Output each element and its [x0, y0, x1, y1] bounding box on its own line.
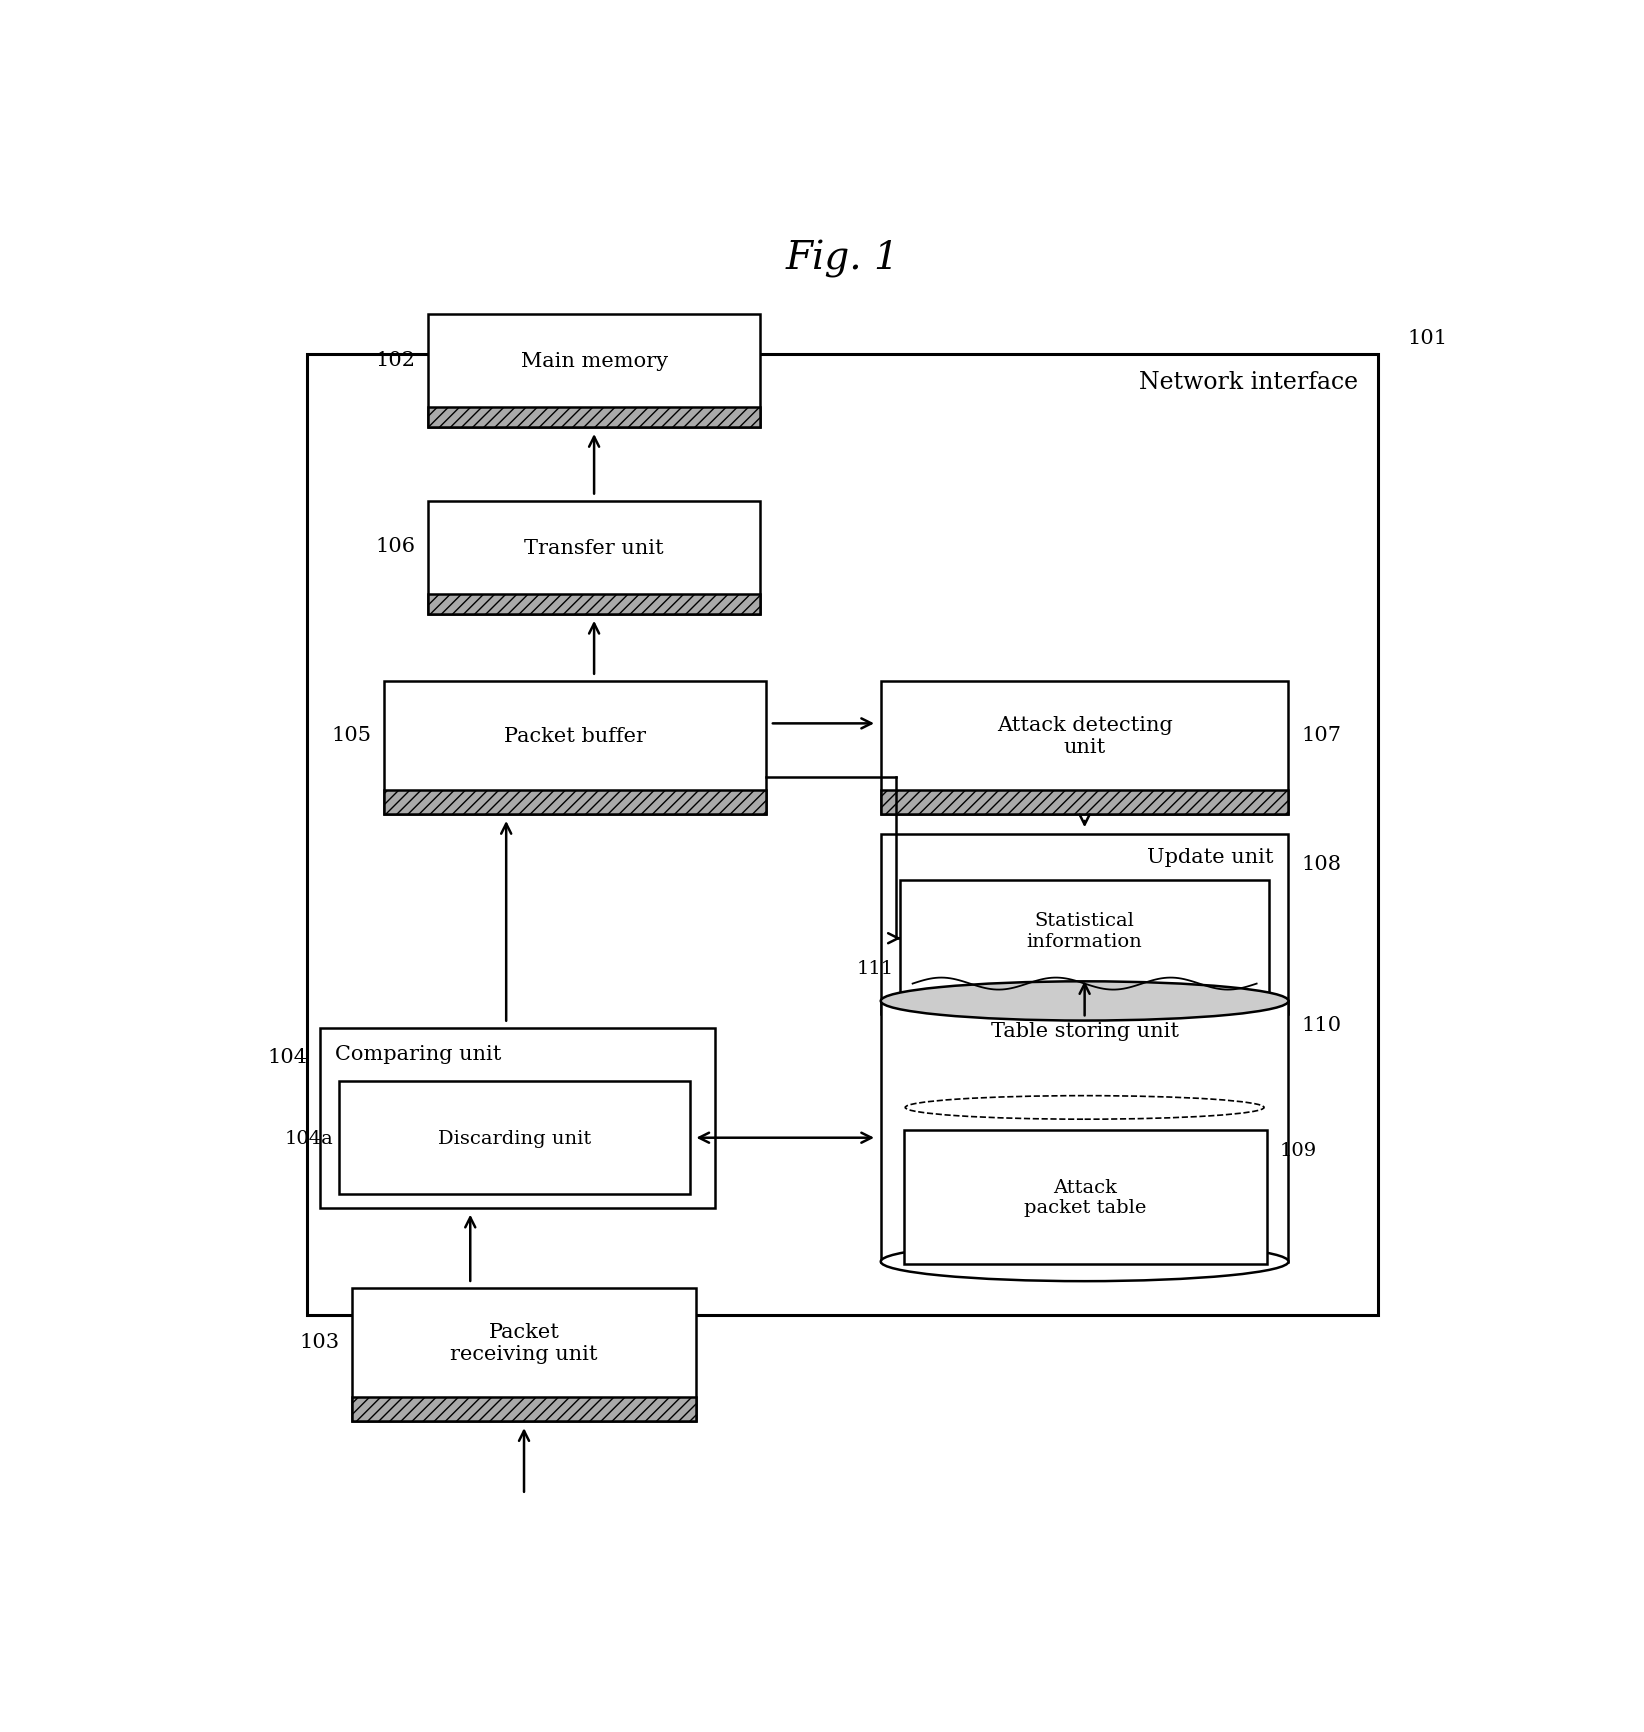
Text: 108: 108 [1302, 854, 1342, 873]
Text: 103: 103 [299, 1332, 339, 1351]
Text: 105: 105 [330, 726, 372, 745]
Text: Attack detecting
unit: Attack detecting unit [996, 715, 1172, 757]
Bar [321, 1029, 715, 1209]
Text: Update unit: Update unit [1148, 849, 1272, 868]
Bar [307, 355, 1378, 1315]
Text: Packet
receiving unit: Packet receiving unit [450, 1322, 598, 1363]
Text: Statistical
information: Statistical information [1028, 911, 1143, 951]
Text: 101: 101 [1407, 329, 1448, 348]
Bar [339, 1081, 690, 1195]
Bar [429, 501, 760, 615]
Text: Fig. 1: Fig. 1 [786, 239, 899, 277]
Bar [881, 790, 1289, 814]
Bar [904, 1131, 1268, 1264]
Bar [383, 681, 766, 814]
Bar [429, 407, 760, 428]
Text: 111: 111 [857, 960, 894, 977]
Bar [352, 1398, 695, 1422]
Bar [352, 1289, 695, 1422]
Text: 102: 102 [376, 350, 416, 369]
Bar [881, 1001, 1289, 1263]
Text: Discarding unit: Discarding unit [437, 1129, 592, 1147]
Text: Comparing unit: Comparing unit [335, 1044, 501, 1063]
Bar [899, 880, 1269, 998]
Bar [429, 594, 760, 615]
Text: 106: 106 [376, 537, 416, 556]
Ellipse shape [881, 982, 1289, 1020]
Bar [429, 407, 760, 428]
Bar [881, 681, 1289, 814]
Bar [352, 1398, 695, 1422]
Bar [881, 790, 1289, 814]
Text: 104a: 104a [284, 1129, 332, 1147]
Bar [429, 594, 760, 615]
Bar [383, 790, 766, 814]
Text: 107: 107 [1302, 726, 1342, 745]
Text: Network interface: Network interface [1139, 371, 1358, 393]
Bar [429, 315, 760, 428]
Text: Attack
packet table: Attack packet table [1024, 1178, 1146, 1218]
Text: Packet buffer: Packet buffer [505, 726, 646, 745]
Bar [881, 835, 1289, 1015]
Text: Transfer unit: Transfer unit [524, 539, 664, 558]
Text: Table storing unit: Table storing unit [991, 1022, 1179, 1041]
Text: 109: 109 [1279, 1141, 1317, 1160]
Text: Main memory: Main memory [521, 352, 667, 371]
Text: 104: 104 [268, 1048, 307, 1067]
Ellipse shape [881, 1242, 1289, 1282]
Text: 110: 110 [1302, 1017, 1342, 1034]
Bar [383, 790, 766, 814]
